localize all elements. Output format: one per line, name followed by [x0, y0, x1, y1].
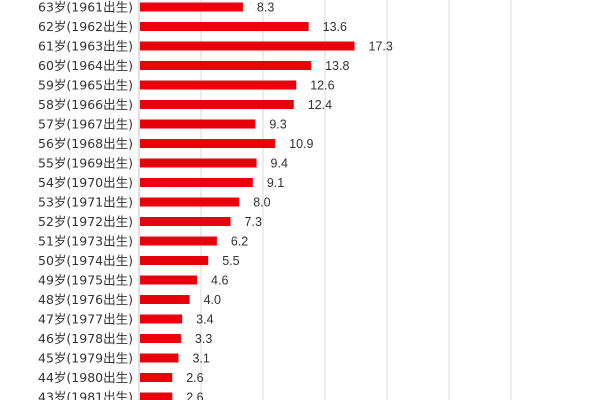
- category-labels: 63岁(1961出生) 62岁(1962出生) 61岁(1963出生) 60岁(196…: [38, 0, 133, 400]
- bar-17: [140, 334, 181, 343]
- data-label-10: 8.0: [253, 196, 270, 210]
- category-label-2: 61岁(1963出生): [38, 39, 133, 54]
- data-label-6: 9.3: [269, 118, 286, 132]
- bar-7: [140, 139, 276, 148]
- category-label-10: 53岁(1971出生): [38, 195, 133, 210]
- bar-5: [140, 100, 294, 109]
- category-label-14: 49岁(1975出生): [38, 273, 133, 288]
- data-label-15: 4.0: [204, 293, 221, 307]
- data-label-13: 5.5: [222, 254, 239, 268]
- data-labels: 8.3 13.6 17.3 13.8 12.6 12.4 9.310.99.4 9.1 8.0 7…: [186, 1, 393, 400]
- category-label-20: 43岁(1981出生): [38, 390, 133, 400]
- bar-14: [140, 275, 198, 285]
- bar-15: [140, 295, 190, 304]
- category-label-17: 46岁(1978出生): [38, 331, 133, 346]
- bar-9: [140, 178, 253, 187]
- category-label-15: 48岁(1976出生): [38, 292, 133, 307]
- category-label-1: 62岁(1962出生): [38, 19, 133, 34]
- data-label-19: 2.6: [186, 371, 203, 385]
- data-label-7: 10.9: [289, 137, 313, 151]
- category-label-9: 54岁(1970出生): [38, 175, 133, 190]
- data-label-11: 7.3: [245, 215, 262, 229]
- bar-2: [140, 41, 355, 51]
- bar-20: [140, 392, 173, 400]
- category-label-19: 44岁(1980出生): [38, 370, 133, 385]
- bar-18: [140, 353, 179, 363]
- data-label-8: 9.4: [271, 157, 288, 171]
- data-label-2: 17.3: [369, 40, 393, 54]
- data-label-0: 8.3: [257, 1, 274, 15]
- category-label-18: 45岁(1979出生): [38, 351, 133, 366]
- data-label-14: 4.6: [211, 274, 228, 288]
- category-label-0: 63岁(1961出生): [38, 0, 133, 15]
- bar-6: [140, 119, 256, 129]
- data-label-9: 9.1: [267, 176, 284, 190]
- bar-10: [140, 197, 240, 207]
- data-label-12: 6.2: [231, 235, 248, 249]
- bars: [140, 2, 355, 400]
- bar-16: [140, 314, 183, 324]
- data-label-3: 13.8: [325, 59, 349, 73]
- category-label-13: 50岁(1974出生): [38, 253, 133, 268]
- category-label-12: 51岁(1973出生): [38, 234, 133, 249]
- category-label-16: 47岁(1977出生): [38, 312, 133, 327]
- category-label-8: 55岁(1969出生): [38, 156, 133, 171]
- bar-1: [140, 22, 309, 31]
- data-label-20: 2.6: [186, 391, 203, 400]
- category-label-6: 57岁(1967出生): [38, 117, 133, 132]
- category-label-3: 60岁(1964出生): [38, 58, 133, 73]
- bar-0: [140, 2, 243, 12]
- bar-8: [140, 158, 257, 168]
- bar-3: [140, 61, 312, 70]
- bar-11: [140, 217, 231, 226]
- bar-13: [140, 256, 209, 265]
- bar-4: [140, 80, 297, 90]
- category-label-5: 58岁(1966出生): [38, 97, 133, 112]
- data-label-5: 12.4: [308, 98, 332, 112]
- bar-12: [140, 236, 217, 246]
- data-label-4: 12.6: [310, 79, 334, 93]
- gridlines: [200, 0, 512, 400]
- category-label-4: 59岁(1965出生): [38, 78, 133, 93]
- category-label-7: 56岁(1968出生): [38, 136, 133, 151]
- data-label-16: 3.4: [196, 313, 213, 327]
- data-label-17: 3.3: [195, 332, 212, 346]
- category-label-11: 52岁(1972出生): [38, 214, 133, 229]
- data-label-1: 13.6: [323, 20, 347, 34]
- data-label-18: 3.1: [192, 352, 209, 366]
- bar-19: [140, 373, 173, 382]
